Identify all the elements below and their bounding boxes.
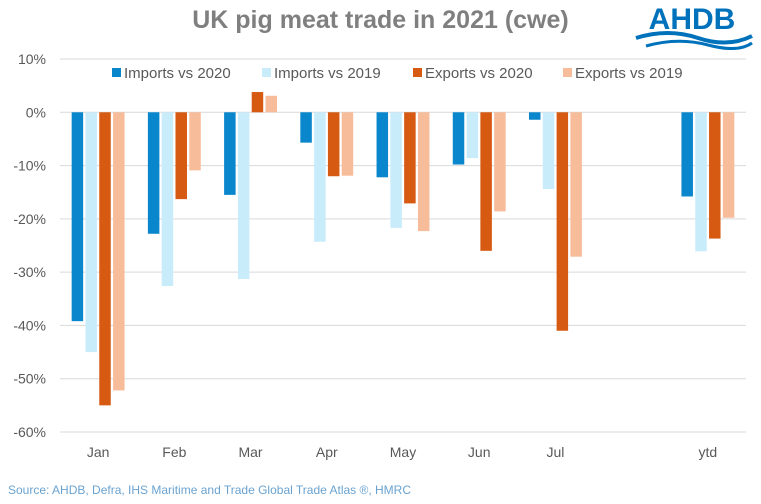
legend-label: Imports vs 2020 — [124, 65, 231, 82]
bar — [452, 112, 465, 165]
x-tick-label: ytd — [699, 444, 718, 460]
logo-text: AHDB — [649, 3, 736, 36]
legend-swatch — [262, 68, 271, 77]
bar — [570, 112, 582, 257]
bar — [85, 112, 97, 353]
bar — [341, 112, 354, 176]
bar — [265, 95, 278, 113]
bar — [175, 112, 187, 200]
x-tick-label: Mar — [238, 444, 262, 460]
bar — [681, 112, 693, 197]
bar — [709, 112, 721, 239]
y-axis: 10% 0% -10% -20% -30% -40% -50% -60% — [13, 51, 46, 440]
x-tick-label: Feb — [162, 444, 186, 460]
ahdb-logo: AHDB — [635, 3, 753, 50]
bar — [480, 112, 492, 251]
bar — [113, 112, 125, 391]
y-tick-label: -50% — [13, 371, 46, 387]
x-tick-label: Apr — [316, 444, 338, 460]
legend: Imports vs 2020 Imports vs 2019 Exports vs… — [112, 65, 683, 82]
bar — [71, 112, 84, 322]
bar — [494, 112, 506, 212]
bar — [237, 112, 250, 280]
y-tick-label: -10% — [13, 158, 46, 174]
bar — [300, 112, 312, 143]
x-tick-label: Jan — [87, 444, 110, 460]
gridlines — [60, 58, 746, 433]
y-tick-label: -60% — [13, 424, 46, 440]
legend-label: Imports vs 2019 — [274, 65, 381, 82]
bar — [376, 112, 389, 178]
bar — [556, 112, 569, 331]
legend-swatch — [563, 68, 572, 77]
bar — [224, 112, 236, 195]
source-note: Source: AHDB, Defra, IHS Maritime and Tr… — [8, 483, 411, 497]
x-tick-label: Jun — [468, 444, 491, 460]
bar — [466, 112, 479, 159]
bar — [695, 112, 707, 252]
chart-title: UK pig meat trade in 2021 (cwe) — [192, 6, 569, 34]
bar — [147, 112, 160, 234]
x-tick-label: Jul — [546, 444, 564, 460]
bar — [722, 112, 735, 218]
bar — [542, 112, 555, 190]
y-tick-label: -30% — [13, 264, 46, 280]
x-axis: Jan Feb Mar Apr May Jun Jul ytd — [87, 444, 717, 460]
bar — [99, 112, 111, 406]
y-tick-label: -40% — [13, 317, 46, 333]
bars — [71, 92, 735, 406]
bar — [314, 112, 326, 242]
legend-swatch — [112, 68, 121, 77]
bar — [528, 112, 541, 120]
bar — [404, 112, 416, 204]
legend-swatch — [413, 68, 422, 77]
bar — [390, 112, 402, 228]
legend-label: Exports vs 2020 — [425, 65, 533, 82]
bar — [251, 92, 264, 113]
x-tick-label: May — [390, 444, 416, 460]
bar — [327, 112, 340, 177]
y-tick-label: 0% — [26, 104, 46, 120]
bar — [417, 112, 430, 232]
bar — [189, 112, 201, 171]
bar — [161, 112, 174, 286]
y-tick-label: -20% — [13, 211, 46, 227]
legend-label: Exports vs 2019 — [575, 65, 683, 82]
y-tick-label: 10% — [18, 51, 46, 67]
